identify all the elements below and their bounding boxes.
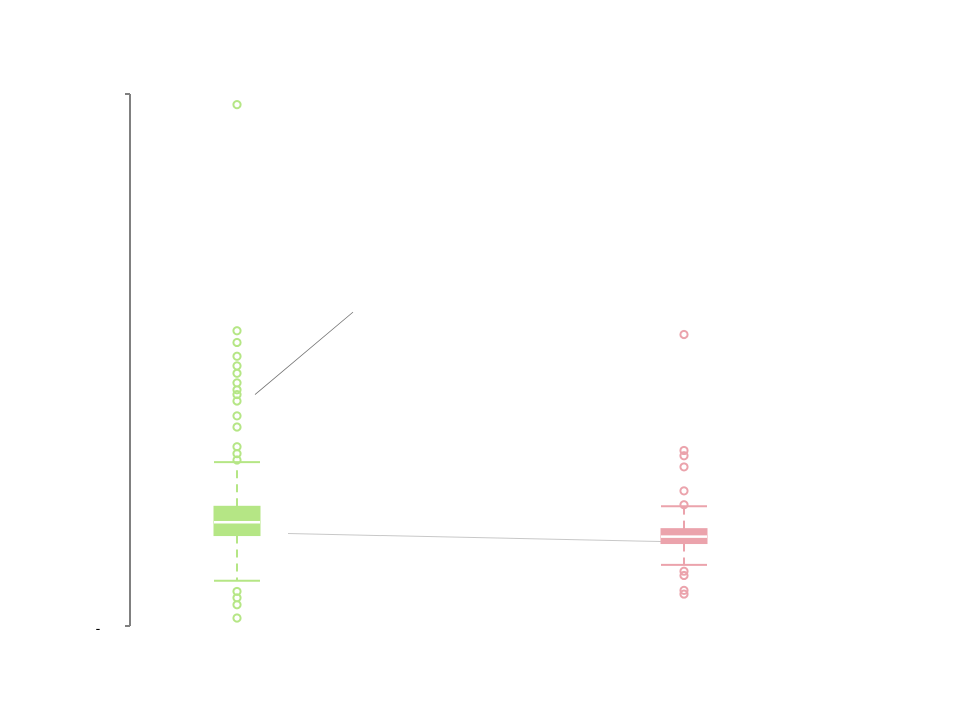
outlier-point [232, 351, 242, 361]
outlier-point [232, 361, 242, 371]
outlier-point [232, 337, 242, 348]
outlier-point [679, 486, 689, 496]
outlier-leader-line [254, 311, 354, 395]
y-axis: - [96, 93, 131, 636]
outlier-point [679, 570, 689, 581]
outlier-point [232, 100, 242, 110]
boxes-layer [213, 100, 708, 623]
outlier-point [232, 326, 242, 336]
outlier-point [232, 396, 242, 406]
outlier-point [232, 455, 242, 465]
outlier-point [232, 385, 242, 395]
outlier-point [679, 589, 689, 599]
outlier-point [232, 613, 242, 623]
outlier-point [232, 600, 242, 610]
outlier-point [679, 462, 689, 472]
iqr-box [213, 505, 261, 537]
y-tick-label: - [96, 620, 101, 636]
outlier-point [679, 566, 689, 576]
outlier-point [232, 368, 242, 378]
connector-layer [254, 311, 662, 543]
outlier-point [679, 500, 689, 510]
outlier-point [679, 451, 689, 461]
box-group-2 [660, 329, 708, 599]
outlier-point [232, 422, 242, 432]
outlier-point [679, 585, 689, 595]
outlier-point [679, 445, 689, 456]
median-connector-line [287, 533, 662, 543]
box-group-1 [213, 100, 261, 623]
outlier-point [232, 411, 242, 421]
outlier-point [679, 329, 689, 340]
